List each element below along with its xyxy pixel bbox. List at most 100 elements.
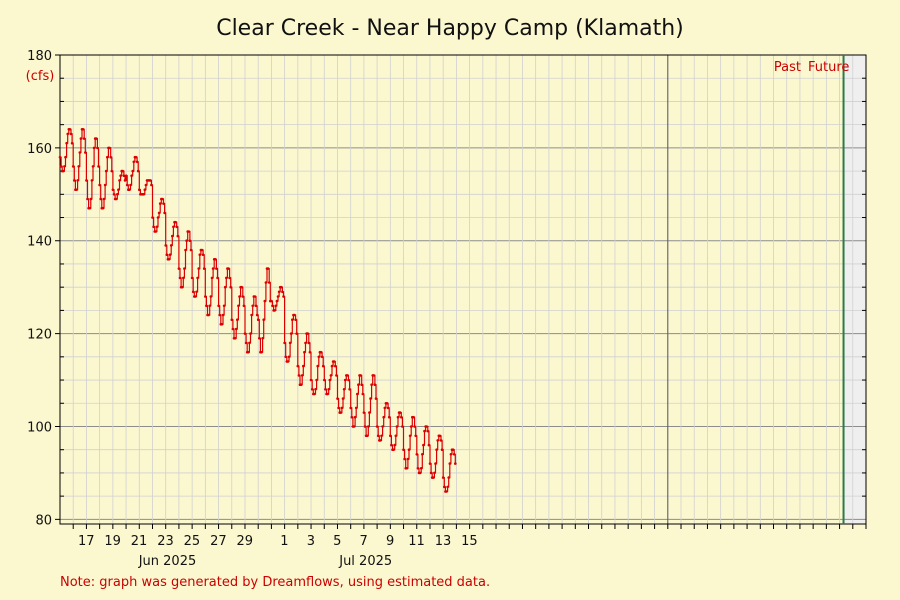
flow-data-point [114,197,118,201]
flow-data-point [362,411,366,414]
flow-data-point [273,309,277,312]
flow-data-point [382,415,386,419]
flow-data-point [66,132,69,136]
flow-data-point [222,304,226,308]
flow-data-point [64,155,67,159]
flow-data-point [194,295,197,298]
flow-data-point [274,304,278,308]
footnote: Note: graph was generated by Dreamflows,… [60,575,490,590]
flow-data-point [155,225,159,229]
flow-data-point [70,141,74,145]
flow-data-point [389,434,392,438]
flow-data-point [122,174,126,177]
flow-data-point [295,332,299,335]
flow-data-point [167,258,171,261]
flow-data-point [123,179,127,182]
flow-data-point [174,220,177,224]
flow-data-point [130,174,133,177]
flow-data-point [248,341,251,345]
flow-data-point [407,448,411,452]
flow-data-point [395,425,399,428]
flow-data-point [412,415,415,419]
flow-data-point [171,234,174,238]
flow-data-point [210,276,214,280]
flow-data-point [108,146,111,150]
x-tick-label: 7 [360,534,368,549]
flow-data-point [204,295,207,298]
flow-data-point [59,165,63,168]
flow-data-point [421,453,424,456]
flow-data-point [315,378,318,382]
flow-data-point [316,364,320,368]
flow-data-point [361,392,365,396]
y-tick-label: 80 [35,513,52,528]
flow-data-point [121,169,125,173]
flow-data-point [307,341,311,345]
flow-data-point [163,211,166,215]
flow-data-point [429,471,433,475]
past-label: Past [774,60,801,75]
flow-data-point [343,378,347,382]
flow-data-point [118,179,121,182]
flow-data-point [136,169,140,173]
flow-data-point [211,267,215,270]
flow-data-point [396,415,400,419]
flow-data-point [142,193,145,196]
flow-data-point [334,364,337,368]
flow-data-point [251,304,254,308]
flow-data-point [368,411,371,414]
flow-data-point [253,295,257,298]
flow-data-point [144,183,148,187]
flow-data-point [267,281,271,284]
flow-data-point [370,383,373,387]
y-tick-label: 140 [27,235,52,250]
flow-data-point [62,169,65,173]
future-label: Future [808,60,849,75]
flow-data-point [339,411,343,414]
flow-data-point [156,216,160,219]
flow-data-point [360,383,364,387]
flow-data-point [374,397,378,400]
flow-data-point [332,360,336,363]
flow-data-point [349,406,353,410]
flow-data-point [297,374,301,377]
flow-data-point [233,337,237,340]
flow-data-point [110,169,114,173]
flow-data-point [69,132,73,136]
x-tick-label: 27 [210,534,227,549]
flow-data-point [228,276,231,280]
flow-data-point [214,258,217,261]
flow-data-point [365,434,369,438]
flow-data-point [357,383,360,387]
flow-data-point [379,439,382,442]
flow-data-point [164,244,167,247]
flow-data-point [180,285,184,289]
flow-data-point [77,165,80,168]
chart-title: Clear Creek - Near Happy Camp (Klamath) [216,16,684,41]
flow-data-point [281,290,284,294]
flow-data-point [428,462,432,465]
flow-data-point [106,155,109,159]
flow-data-point [403,457,406,461]
flow-data-point [119,174,122,177]
flow-data-point [217,304,220,308]
flow-data-point [354,406,358,410]
x-tick-label: 11 [408,534,425,549]
flow-data-point [309,378,313,382]
flow-data-point [440,448,444,452]
flow-data-point [372,374,376,377]
flow-data-point [408,434,412,438]
flow-data-point [236,318,239,322]
y-tick-label: 100 [27,420,52,435]
flow-data-point [262,318,266,322]
flow-data-point [308,350,312,354]
flow-data-point [320,355,324,359]
flow-data-point [300,374,304,377]
x-tick-label: 5 [333,534,341,549]
flow-data-point [172,225,175,229]
flow-data-point [200,248,204,252]
flow-data-point [104,169,108,173]
flow-data-point [150,183,153,187]
x-tick-label: 29 [236,534,253,549]
flow-data-point [452,453,456,456]
